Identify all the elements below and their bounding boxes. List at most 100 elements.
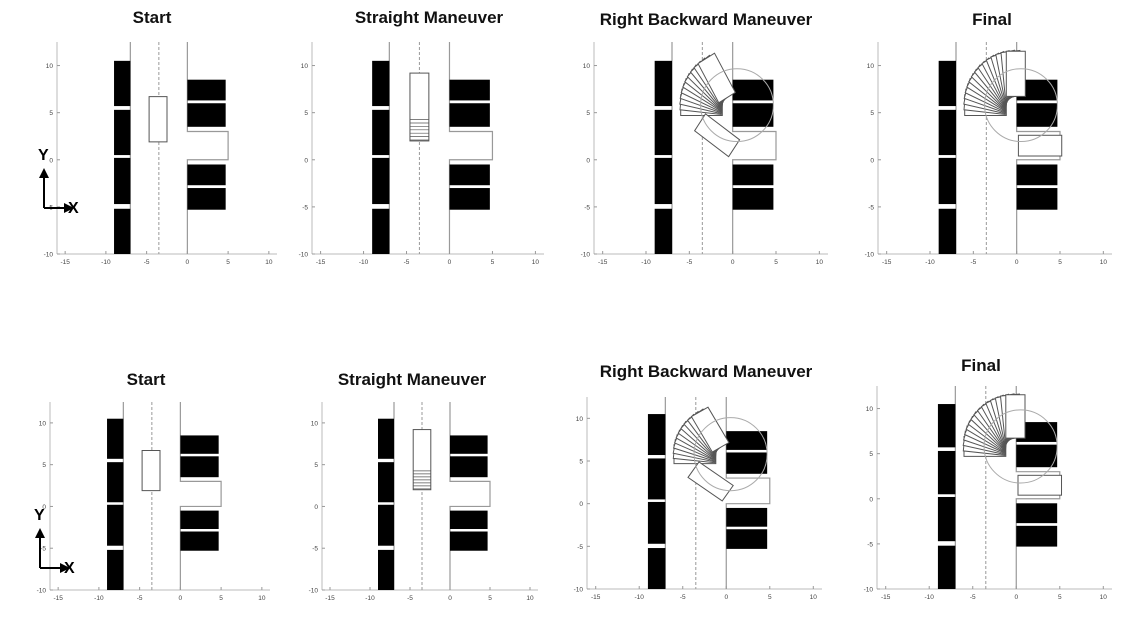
parked-car-right xyxy=(180,510,219,530)
y-tick-label: 10 xyxy=(311,420,319,427)
x-tick-label: -5 xyxy=(680,594,686,601)
title-straight-row1: Straight Maneuver xyxy=(354,8,504,27)
y-tick-label: -5 xyxy=(40,546,46,553)
ego-vehicle-parked xyxy=(1017,134,1063,157)
parked-car-left xyxy=(647,458,666,500)
parked-car-right xyxy=(726,507,768,527)
title-final-row1: Final xyxy=(972,10,1012,29)
parked-car-right xyxy=(726,529,768,549)
turning-circle xyxy=(693,417,768,492)
ego-vehicle-step xyxy=(1005,394,1026,439)
plot-final-row1: -15 -10 -5 0 5 10 -10 -5 0 5 10 xyxy=(865,42,1112,266)
parked-car-left xyxy=(378,549,394,590)
road-edge-right-with-slot xyxy=(725,397,771,589)
x-tick-label: 5 xyxy=(491,259,495,266)
parked-car-right xyxy=(732,164,774,186)
parked-car-left xyxy=(937,545,956,589)
title-right-backward-row2: Right Backward Maneuver xyxy=(599,362,813,381)
y-tick-label: 5 xyxy=(579,459,583,466)
axis-legend-row2: Y X xyxy=(32,507,82,585)
title-start-row2: Start xyxy=(126,370,166,389)
parked-car-right xyxy=(732,103,774,127)
x-tick-label: 10 xyxy=(1100,259,1108,266)
y-tick-label: -5 xyxy=(867,541,873,548)
y-tick-label: -5 xyxy=(312,546,318,553)
y-tick-label: 0 xyxy=(869,496,873,503)
parked-car-right xyxy=(180,531,219,551)
x-tick-label: 0 xyxy=(448,595,452,602)
x-tick-label: -10 xyxy=(101,259,111,266)
x-tick-label: 5 xyxy=(774,259,778,266)
y-tick-label: 5 xyxy=(869,451,873,458)
x-tick-label: -10 xyxy=(641,259,651,266)
road-edge-right-with-slot xyxy=(179,402,222,590)
x-tick-label: 0 xyxy=(1015,259,1019,266)
ego-vehicle-step xyxy=(697,52,736,104)
x-tick-label: -15 xyxy=(598,259,608,266)
ego-vehicle xyxy=(148,96,168,143)
y-axis-label: Y xyxy=(34,507,45,524)
ego-vehicle-step xyxy=(1005,50,1026,97)
x-tick-label: 5 xyxy=(488,595,492,602)
parked-car-left xyxy=(114,109,131,156)
parked-car-right xyxy=(449,79,490,101)
parked-car-right xyxy=(450,435,488,454)
parked-car-left xyxy=(647,548,666,589)
parked-car-left xyxy=(938,109,956,156)
ego-vehicle-trace xyxy=(409,72,430,142)
parked-car-left xyxy=(654,60,672,107)
x-tick-label: -5 xyxy=(137,595,143,602)
parked-car-right xyxy=(450,456,488,478)
axis-legend-row1: Y X xyxy=(36,147,86,225)
plot-straight-row1: -15 -10 -5 0 5 10 -10 -5 0 5 10 xyxy=(299,42,544,266)
parked-car-right xyxy=(449,103,490,127)
x-tick-label: -5 xyxy=(970,594,976,601)
y-tick-label: 5 xyxy=(586,110,590,117)
parked-car-right xyxy=(187,164,226,186)
parked-car-left xyxy=(938,208,956,254)
parked-car-right xyxy=(732,79,774,101)
x-tick-label: -10 xyxy=(365,595,375,602)
parked-car-left xyxy=(372,208,390,254)
y-tick-label: 5 xyxy=(870,110,874,117)
plot-right-backward-row1: -15 -10 -5 0 5 10 -10 -5 0 5 10 xyxy=(581,42,828,266)
road-edge-right-with-slot xyxy=(186,42,229,254)
x-tick-label: -10 xyxy=(635,594,645,601)
parked-car-left xyxy=(937,450,956,495)
y-tick-label: -5 xyxy=(577,544,583,551)
y-tick-label: 10 xyxy=(301,63,309,70)
y-tick-label: 0 xyxy=(314,504,318,511)
y-tick-label: -10 xyxy=(299,252,309,259)
y-tick-label: 5 xyxy=(42,462,46,469)
x-tick-label: 0 xyxy=(731,259,735,266)
y-tick-label: 0 xyxy=(870,157,874,164)
parked-car-left xyxy=(114,157,131,205)
x-tick-label: 5 xyxy=(219,595,223,602)
parked-car-right xyxy=(1016,164,1058,186)
y-tick-label: -10 xyxy=(37,588,47,595)
parked-car-left xyxy=(372,60,390,107)
x-tick-label: 0 xyxy=(1014,594,1018,601)
x-tick-label: -10 xyxy=(925,594,935,601)
parked-car-left xyxy=(654,157,672,205)
x-tick-label: -15 xyxy=(316,259,326,266)
parked-car-left xyxy=(114,60,131,107)
x-tick-label: 10 xyxy=(265,259,273,266)
x-tick-label: 10 xyxy=(532,259,540,266)
x-tick-label: 5 xyxy=(1058,594,1062,601)
y-tick-label: -5 xyxy=(302,204,308,211)
y-tick-label: 0 xyxy=(42,504,46,511)
x-tick-label: 0 xyxy=(179,595,183,602)
parked-car-left xyxy=(107,418,124,459)
parked-car-right xyxy=(450,510,488,530)
title-final-row2: Final xyxy=(961,356,1001,375)
y-tick-label: 0 xyxy=(304,157,308,164)
y-tick-label: 0 xyxy=(579,501,583,508)
parked-car-left xyxy=(378,504,394,546)
x-axis-label: X xyxy=(68,200,79,217)
parked-car-right xyxy=(180,435,219,454)
parked-car-right xyxy=(1016,422,1058,442)
y-tick-label: 10 xyxy=(867,63,875,70)
y-tick-label: 5 xyxy=(314,462,318,469)
parked-car-left xyxy=(654,109,672,156)
